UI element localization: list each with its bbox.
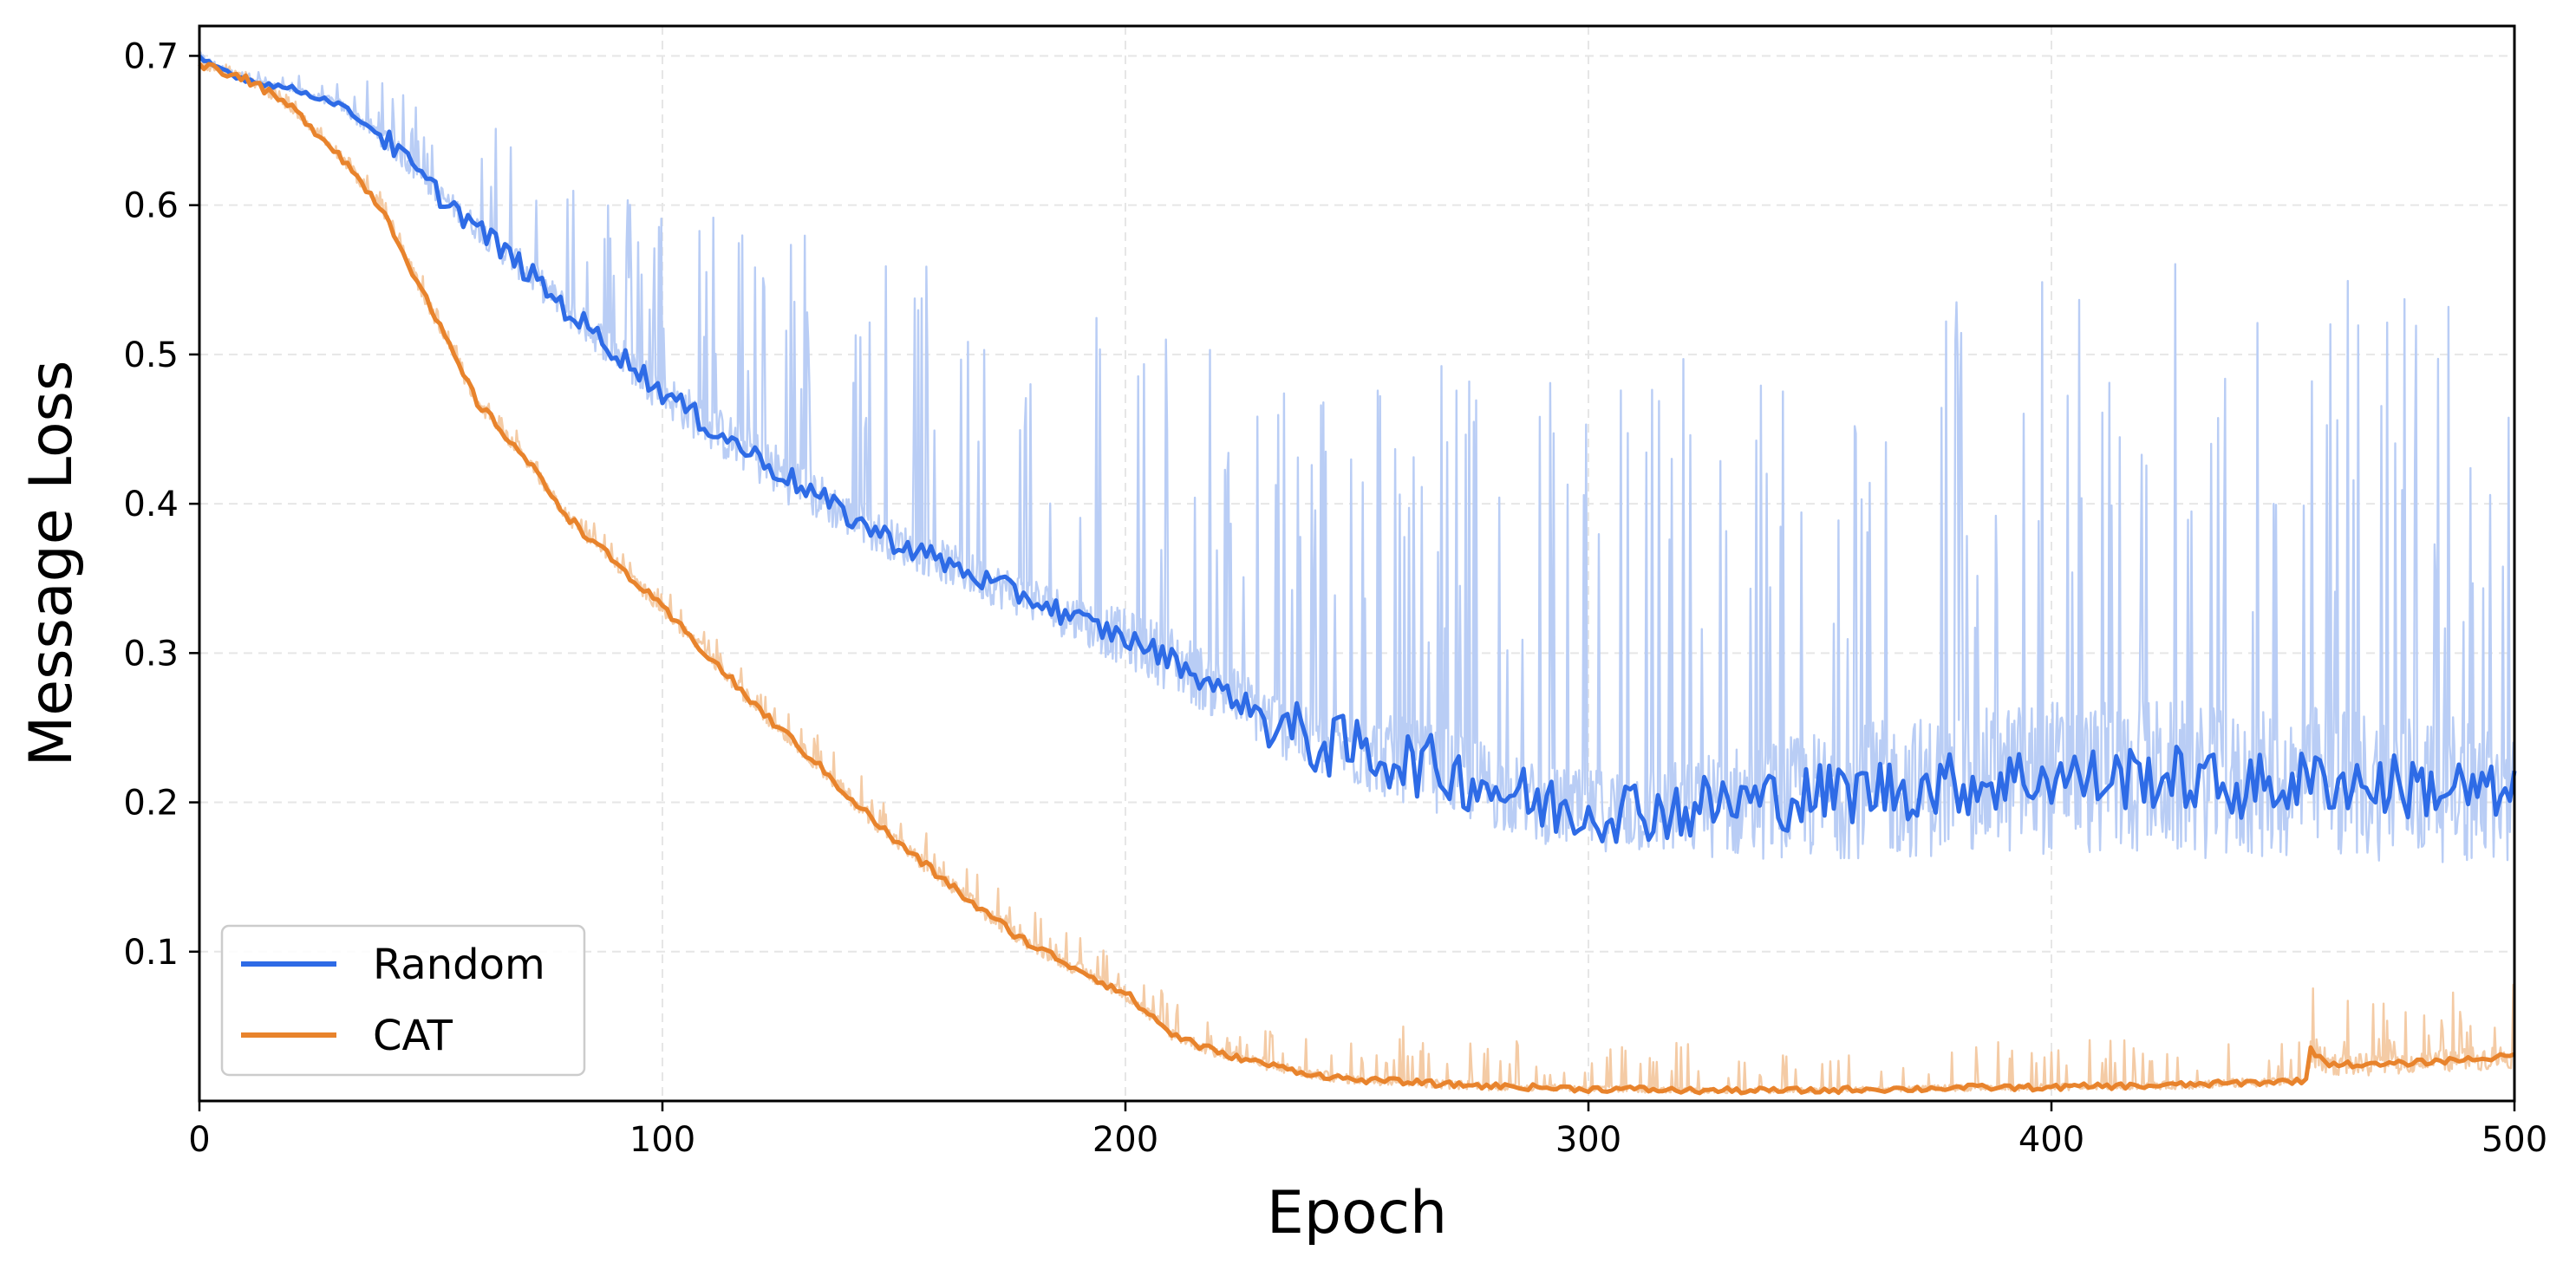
legend: Random CAT (220, 924, 586, 1077)
y-tick-label: 0.2 (123, 784, 179, 824)
y-tick-label: 0.3 (123, 634, 179, 674)
x-axis-label: Epoch (1267, 1179, 1447, 1247)
y-tick-label: 0.4 (123, 485, 179, 524)
x-tick-label: 100 (629, 1120, 695, 1160)
y-tick-label: 0.7 (123, 36, 179, 76)
plot-frame (198, 24, 2516, 1103)
smoothed-loss-lines (198, 54, 2517, 1096)
y-axis-label: Message Loss (17, 361, 86, 767)
grid-lines (199, 26, 2514, 1101)
y-tick-label: 0.1 (123, 933, 179, 973)
x-tick-label: 200 (1092, 1120, 1158, 1160)
legend-label-random: Random (373, 941, 545, 989)
legend-label-cat: CAT (373, 1012, 453, 1060)
series-line-random (198, 54, 2517, 844)
x-tick-label: 300 (1555, 1120, 1621, 1160)
raw-trace-random (198, 51, 2516, 863)
x-tick-label: 400 (2018, 1120, 2084, 1160)
x-tick-label: 500 (2481, 1120, 2547, 1160)
axis-ticks: 0 100 200 300 400 500 0.1 0.2 0.3 0.4 0.5 0.6 0.7 (123, 36, 2547, 1160)
x-tick-label: 0 (188, 1120, 210, 1160)
y-tick-label: 0.6 (123, 186, 179, 226)
series-line-cat (198, 62, 2515, 1096)
y-tick-label: 0.5 (123, 335, 179, 375)
